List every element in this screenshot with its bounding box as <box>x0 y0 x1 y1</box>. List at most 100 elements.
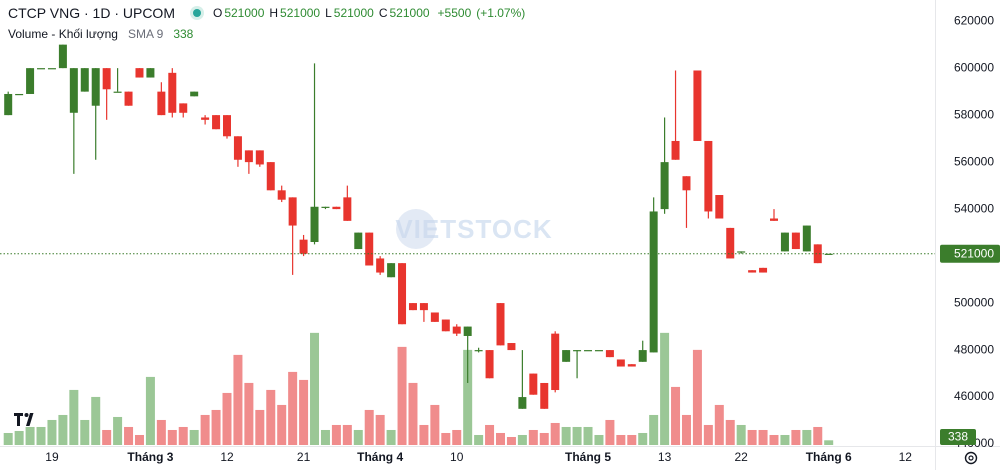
volume-bar <box>58 414 68 445</box>
candle-body <box>124 91 133 106</box>
candle-body <box>146 68 155 78</box>
sma-label: SMA 9 <box>127 27 164 41</box>
candle-body <box>419 303 428 311</box>
last-price-label: 521000 <box>954 246 994 260</box>
volume-bar <box>134 434 144 445</box>
candle-body <box>529 373 538 395</box>
candle-body <box>332 206 341 210</box>
volume-bar <box>561 426 571 445</box>
candle-body <box>37 68 46 70</box>
volume-bar <box>211 409 221 445</box>
volume-bar <box>649 414 659 445</box>
candle-body <box>507 343 516 351</box>
volume-bar <box>605 419 615 445</box>
volume-bar <box>758 429 768 445</box>
candle-body <box>408 303 417 311</box>
x-tick-label: 19 <box>45 450 59 464</box>
x-tick-label: 13 <box>658 450 672 464</box>
ohlc-value: 521000 <box>224 6 265 20</box>
volume-bar <box>145 376 155 445</box>
volume-bar <box>255 409 265 445</box>
watermark-logo <box>396 209 436 249</box>
candle-body <box>277 190 286 200</box>
volume-bar <box>364 409 374 445</box>
candle-body <box>343 197 352 221</box>
volume-bar <box>200 414 210 445</box>
volume-bar <box>583 426 593 445</box>
ohlc-value: 521000 <box>333 6 374 20</box>
y-tick-label: 620000 <box>954 13 994 27</box>
candle-body <box>562 350 571 362</box>
volume-bar <box>441 432 451 445</box>
volume-bar <box>725 419 735 445</box>
volume-bar <box>36 426 46 445</box>
candle-body <box>463 326 472 336</box>
candle-body <box>682 176 691 191</box>
volume-bar <box>550 422 560 445</box>
candle-body <box>704 140 713 212</box>
candle-body <box>157 91 166 116</box>
volume-bar <box>342 424 352 445</box>
candle-body <box>58 44 67 69</box>
candle-body <box>726 227 735 259</box>
volume-bar <box>69 389 79 445</box>
candle-body <box>638 350 647 362</box>
candle-body <box>452 326 461 334</box>
x-tick-label: Tháng 6 <box>806 450 852 464</box>
settings-icon[interactable] <box>964 451 978 465</box>
candle-body <box>4 93 13 116</box>
y-tick-label: 540000 <box>954 201 994 215</box>
volume-bar <box>233 354 243 445</box>
candle-body <box>168 72 177 113</box>
x-tick-label: 12 <box>220 450 234 464</box>
volume-bar <box>430 404 440 445</box>
candle-body <box>780 232 789 252</box>
candle-body <box>813 244 822 264</box>
volume-bar <box>638 432 648 445</box>
ohlc-label: C <box>378 6 388 20</box>
volume-bar <box>747 429 757 445</box>
volume-bar <box>80 419 90 445</box>
y-tick-label: 480000 <box>954 342 994 356</box>
volume-bar <box>692 349 702 445</box>
volume-bar <box>353 429 363 445</box>
change: +5500 <box>437 6 472 20</box>
candle-body <box>135 68 144 78</box>
candle-body <box>518 397 527 409</box>
volume-bar <box>452 429 462 445</box>
volume-bar <box>539 432 549 445</box>
candle-body <box>430 312 439 322</box>
volume-bar <box>802 429 812 445</box>
volume-bar <box>25 426 35 445</box>
tv-logo <box>12 410 38 430</box>
last-volume-box <box>940 429 976 445</box>
x-tick-label: 10 <box>450 450 464 464</box>
y-tick-label: 600000 <box>954 60 994 74</box>
volume-bar <box>594 434 604 445</box>
volume-bar <box>178 426 188 445</box>
volume-bar <box>266 389 276 445</box>
volume-bar <box>288 371 298 445</box>
volume-bar <box>419 424 429 445</box>
volume-bars <box>3 332 834 445</box>
ohlc-value: 521000 <box>280 6 321 20</box>
volume-bar <box>813 426 823 445</box>
volume-bar <box>375 414 385 445</box>
volume-bar <box>824 440 834 445</box>
volume-bar <box>124 426 134 445</box>
candle-body <box>387 263 396 278</box>
candle-body <box>485 350 494 379</box>
x-tick-label: 21 <box>297 450 311 464</box>
volume-bar <box>769 434 779 445</box>
candle-body <box>649 211 658 353</box>
last-volume-label: 338 <box>948 430 968 444</box>
volume-bar <box>47 419 57 445</box>
candle-body <box>80 68 89 92</box>
candle-body <box>398 263 407 325</box>
candle-body <box>310 206 319 243</box>
candle-body <box>365 232 374 266</box>
volume-bar <box>791 429 801 445</box>
volume-bar <box>572 426 582 445</box>
